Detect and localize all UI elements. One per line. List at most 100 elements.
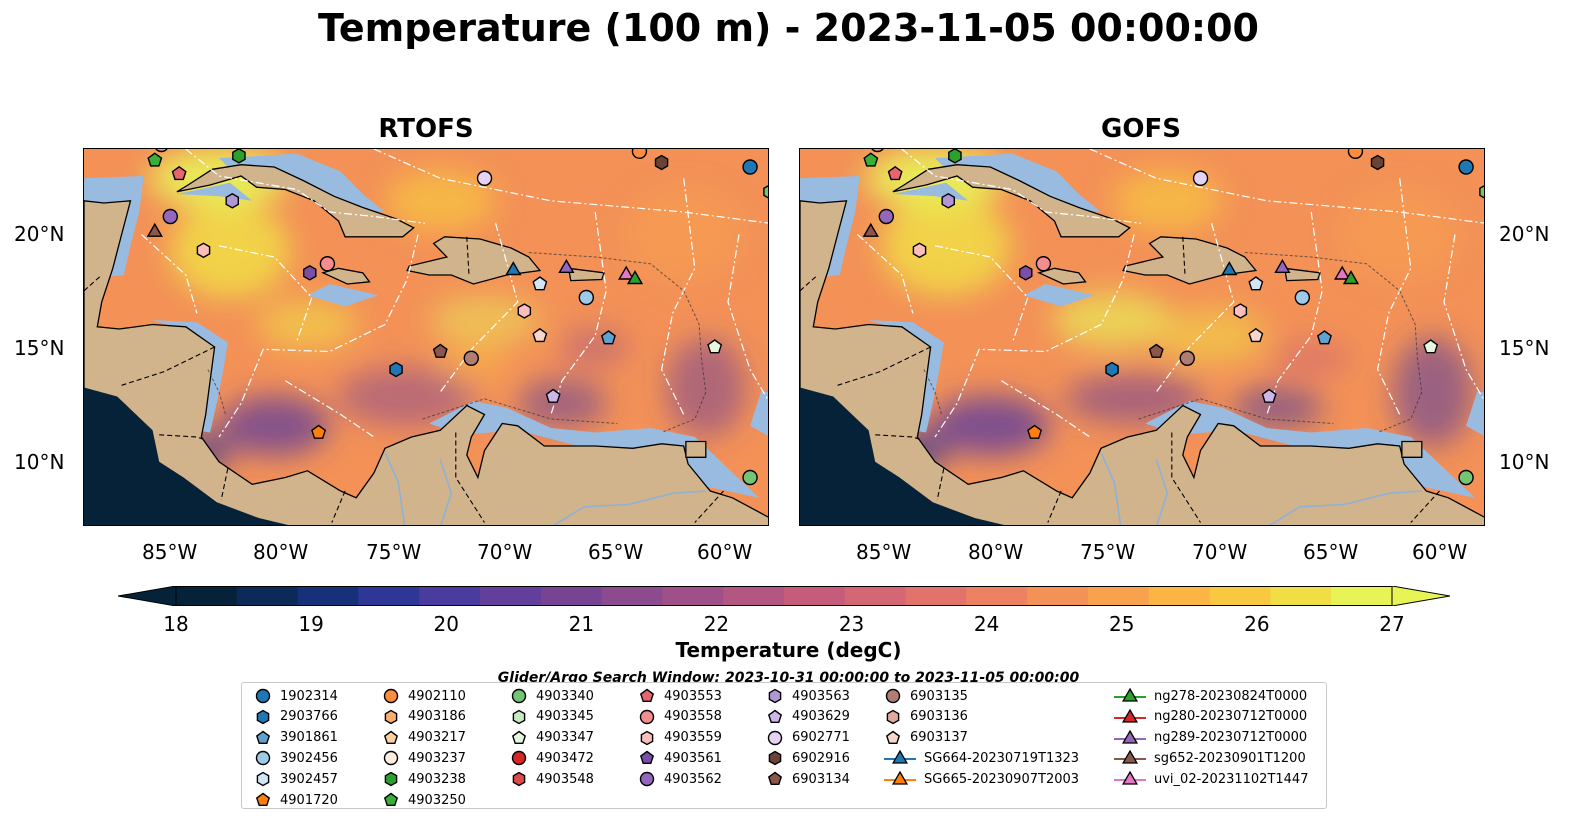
legend-marker: [885, 688, 901, 704]
float-marker: [862, 222, 879, 237]
eez-boundary: [1376, 178, 1412, 415]
legend-label: 6902916: [792, 750, 850, 766]
legend-entry: SG665-20230907T2003: [884, 769, 1079, 789]
national-border: [84, 274, 103, 292]
float-marker: [545, 388, 561, 403]
legend-marker: [767, 709, 783, 723]
legend-marker-icon: [885, 688, 901, 704]
lon-label-70w-right: 70°W: [1192, 540, 1248, 564]
colorbar-segment: [966, 586, 1028, 606]
panel-title-rtofs: RTOFS: [378, 114, 474, 144]
colorbar-extend-max: [1391, 585, 1451, 607]
legend-marker-icon: [511, 688, 527, 704]
legend-entry: 4902110: [382, 686, 466, 706]
lon-label-60w-left: 60°W: [697, 540, 753, 564]
eez-boundary: [1266, 211, 1323, 415]
legend-entry: 4903563: [766, 686, 850, 706]
legend-marker-icon: [639, 771, 655, 787]
legend-entry: 2903766: [254, 707, 338, 727]
gofs-map[interactable]: [799, 148, 1485, 526]
legend-entry: 6903135: [884, 686, 968, 706]
legend-entry: SG664-20230719T1323: [884, 748, 1079, 768]
eez-boundary: [141, 234, 198, 314]
colorbar-tick-label: 21: [568, 612, 595, 636]
legend-marker: [886, 709, 900, 725]
legend-label: 4902110: [408, 688, 466, 704]
float-marker: [311, 424, 327, 439]
legend-marker-icon: [383, 751, 399, 766]
legend-label: 4903345: [536, 709, 594, 725]
national-border: [1182, 236, 1186, 276]
colorbar-segment: [540, 586, 603, 606]
float-marker: [1248, 276, 1264, 291]
float-marker: [887, 165, 903, 181]
legend-marker-icon: [384, 709, 398, 725]
legend-marker-icon: [640, 730, 654, 745]
colorbar-tick-label: 24: [973, 612, 1000, 636]
legend-entry: 4903238: [382, 769, 466, 789]
float-marker: [505, 261, 522, 276]
float-marker: [476, 170, 493, 186]
shelf-region: [307, 284, 379, 307]
legend-marker: [767, 771, 783, 786]
shelf-region: [1466, 392, 1484, 436]
legend-marker: [512, 771, 526, 787]
legend-label: 3902456: [280, 750, 338, 766]
colorbar-segment: [723, 586, 785, 606]
float-marker: [147, 152, 163, 167]
legend-marker-icon: [639, 751, 655, 765]
bathymetry-contour: [923, 369, 943, 415]
river: [1100, 452, 1122, 525]
bathymetry-contour: [1138, 398, 1334, 424]
legend-entry: 4903562: [638, 769, 722, 789]
float-marker: [1248, 327, 1264, 343]
legend-marker: [383, 792, 399, 807]
legend-label: 1902314: [280, 688, 338, 704]
float-marker: [871, 149, 884, 153]
colorbar-tick-label: 22: [703, 612, 730, 636]
land-puerto-rico: [1283, 267, 1321, 282]
float-marker: [1233, 303, 1248, 319]
legend-marker: [768, 751, 782, 766]
national-border: [466, 236, 470, 276]
legend-label: 4903558: [664, 709, 722, 725]
land-jamaica: [1037, 267, 1087, 285]
legend-marker: [383, 730, 399, 744]
eez-boundary: [934, 245, 1029, 343]
legend-label: 4903238: [408, 771, 466, 787]
legend-label: sg652-20230901T1200: [1154, 750, 1306, 766]
shelf-region: [1023, 284, 1095, 307]
legend-label: uvi_02-20231102T1447: [1154, 771, 1309, 787]
legend-marker-icon: [1114, 708, 1146, 723]
national-border: [331, 490, 346, 523]
legend-entry: 4903553: [638, 686, 722, 706]
eez-boundary: [857, 234, 914, 314]
legend-marker: [255, 792, 271, 807]
legend-marker: [255, 730, 271, 744]
float-marker: [1274, 258, 1291, 274]
float-marker: [763, 185, 768, 199]
legend-label: 6903134: [792, 771, 850, 787]
eez-boundary: [901, 149, 1141, 224]
legend-marker-icon: [1114, 770, 1146, 785]
legend: 1902314 2903766 3901861 3902456 3902457 49017…: [241, 682, 1327, 809]
legend-marker: [511, 751, 527, 766]
legend-marker-icon: [767, 709, 783, 723]
legend-marker: [255, 688, 271, 704]
legend-label: 4903553: [664, 688, 722, 704]
legend-marker-icon: [255, 688, 271, 704]
legend-marker-icon: [1114, 687, 1146, 702]
legend-marker: [256, 709, 270, 725]
legend-marker-icon: [1114, 750, 1146, 765]
lon-label-65w-left: 65°W: [588, 540, 644, 564]
float-marker: [1370, 154, 1385, 171]
legend-label: 4903340: [536, 688, 594, 704]
bathymetry-contour: [528, 252, 707, 433]
legend-label: 4903561: [664, 750, 722, 766]
legend-entry: 3902456: [254, 748, 338, 768]
rtofs-map[interactable]: [83, 148, 769, 526]
float-marker: [1192, 170, 1209, 186]
colorbar-segment: [358, 586, 420, 606]
eez-boundary: [1443, 234, 1484, 402]
float-marker: [742, 469, 758, 486]
